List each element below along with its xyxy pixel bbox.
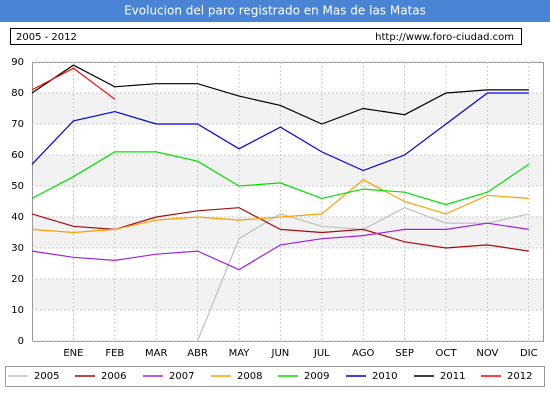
x-tick-label: ABR <box>187 348 208 359</box>
y-tick-label: 30 <box>11 243 24 254</box>
y-tick-label: 0 <box>18 336 24 347</box>
legend-label: 2010 <box>372 371 397 382</box>
x-tick-label: DIC <box>520 348 538 359</box>
y-tick-label: 20 <box>11 274 24 285</box>
legend-label: 2011 <box>440 371 465 382</box>
y-tick-label: 80 <box>11 88 24 99</box>
legend <box>5 366 545 387</box>
source: http://www.foro-ciudad.com <box>375 32 514 43</box>
y-tick-label: 10 <box>11 305 24 316</box>
plot-band <box>32 279 543 310</box>
y-tick-label: 40 <box>11 212 24 223</box>
legend-label: 2008 <box>237 371 262 382</box>
series-line <box>31 64 529 125</box>
subtitle: 2005 - 2012 <box>16 32 77 43</box>
title-bar <box>0 0 550 22</box>
x-tick-label: JUL <box>313 348 330 359</box>
series-line <box>31 222 529 271</box>
chart-title: Evolucion del paro registrado en Mas de … <box>124 4 426 18</box>
plot-band <box>32 155 543 186</box>
x-tick-label: NOV <box>476 348 498 359</box>
subtitle-box <box>10 28 522 45</box>
x-tick-label: SEP <box>395 348 414 359</box>
x-tick-label: FEB <box>105 348 124 359</box>
x-tick-label: ENE <box>63 348 83 359</box>
legend-label: 2009 <box>304 371 329 382</box>
x-tick-label: MAR <box>145 348 167 359</box>
y-tick-label: 60 <box>11 150 24 161</box>
legend-label: 2006 <box>101 371 126 382</box>
y-tick-label: 90 <box>11 57 24 68</box>
x-tick-label: MAY <box>229 348 251 359</box>
x-tick-label: OCT <box>436 348 458 359</box>
series-line <box>31 67 116 100</box>
x-tick-label: AGO <box>352 348 374 359</box>
series-line <box>31 151 530 206</box>
series-line <box>31 92 529 172</box>
legend-label: 2012 <box>507 371 532 382</box>
y-tick-label: 70 <box>11 119 24 130</box>
y-tick-label: 50 <box>11 181 24 192</box>
legend-label: 2005 <box>34 371 59 382</box>
legend-label: 2007 <box>169 371 194 382</box>
x-tick-label: JUN <box>271 348 290 359</box>
series-line <box>31 179 529 234</box>
plot-band <box>32 217 543 248</box>
